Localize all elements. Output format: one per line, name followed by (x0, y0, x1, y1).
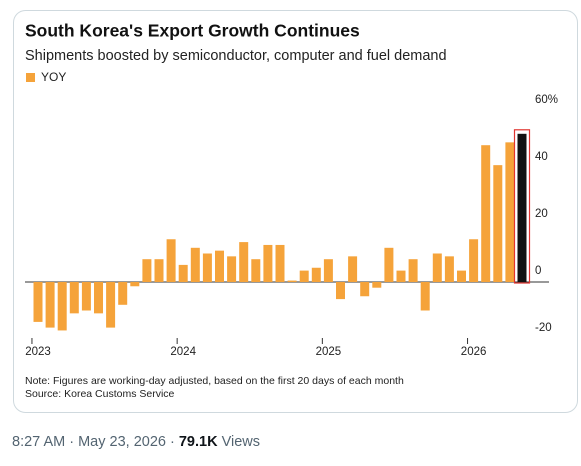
bar (69, 282, 79, 314)
bar (130, 282, 140, 287)
x-tick-label: 2023 (25, 346, 51, 358)
sep: · (65, 434, 78, 450)
bar (33, 282, 43, 322)
legend-swatch (26, 73, 35, 82)
y-tick-label: 60% (535, 94, 558, 106)
x-tick-label: 2026 (461, 346, 487, 358)
views-label: Views (222, 434, 260, 450)
bar (287, 280, 297, 282)
note: Note: Figures are working-day adjusted, … (25, 375, 404, 387)
highlight-box (513, 129, 531, 284)
y-tick-label: -20 (535, 322, 552, 334)
x-tick-label: 2025 (316, 346, 342, 358)
bar (154, 259, 164, 282)
y-tick-label: 0 (535, 265, 541, 277)
bar (348, 256, 358, 282)
bar (469, 239, 479, 282)
sep: · (166, 434, 179, 450)
card (13, 10, 578, 413)
legend-label: YOY (41, 70, 66, 84)
bar (81, 282, 91, 311)
bar (372, 282, 382, 288)
bar (202, 253, 212, 282)
bar (178, 264, 188, 282)
bar (481, 145, 491, 282)
bar (227, 256, 237, 282)
bar (299, 270, 309, 282)
bar (311, 267, 321, 282)
bar (166, 239, 176, 282)
source: Source: Korea Customs Service (25, 388, 175, 400)
bar (360, 282, 370, 297)
bar (444, 256, 454, 282)
bar (493, 165, 503, 282)
bar (396, 270, 406, 282)
bar (45, 282, 55, 328)
bar (118, 282, 128, 305)
time: 8:27 AM (12, 434, 65, 450)
bar (239, 242, 249, 282)
bar (457, 270, 466, 282)
bar (505, 142, 515, 282)
x-tick-label: 2024 (170, 346, 196, 358)
bar (408, 259, 418, 282)
bar (517, 133, 527, 282)
bar (251, 259, 261, 282)
bar (57, 282, 67, 331)
bar (94, 282, 103, 314)
bar (420, 282, 430, 311)
bar (142, 259, 152, 282)
tweet-meta: 8:27 AM · May 23, 2026 · 79.1K Views (12, 434, 260, 450)
chart-title: South Korea's Export Growth Continues (25, 21, 360, 41)
views[interactable]: 79.1K (179, 434, 218, 450)
bar (323, 259, 333, 282)
bar (336, 282, 345, 300)
bar (215, 250, 224, 282)
y-tick-label: 40 (535, 151, 548, 163)
bar (384, 247, 394, 282)
bar (263, 244, 273, 282)
chart-subtitle: Shipments boosted by semiconductor, comp… (25, 48, 447, 64)
bar (190, 247, 200, 282)
date: May 23, 2026 (78, 434, 166, 450)
bar (275, 244, 285, 282)
bar (106, 282, 116, 328)
bar (432, 253, 442, 282)
y-tick-label: 20 (535, 208, 548, 220)
